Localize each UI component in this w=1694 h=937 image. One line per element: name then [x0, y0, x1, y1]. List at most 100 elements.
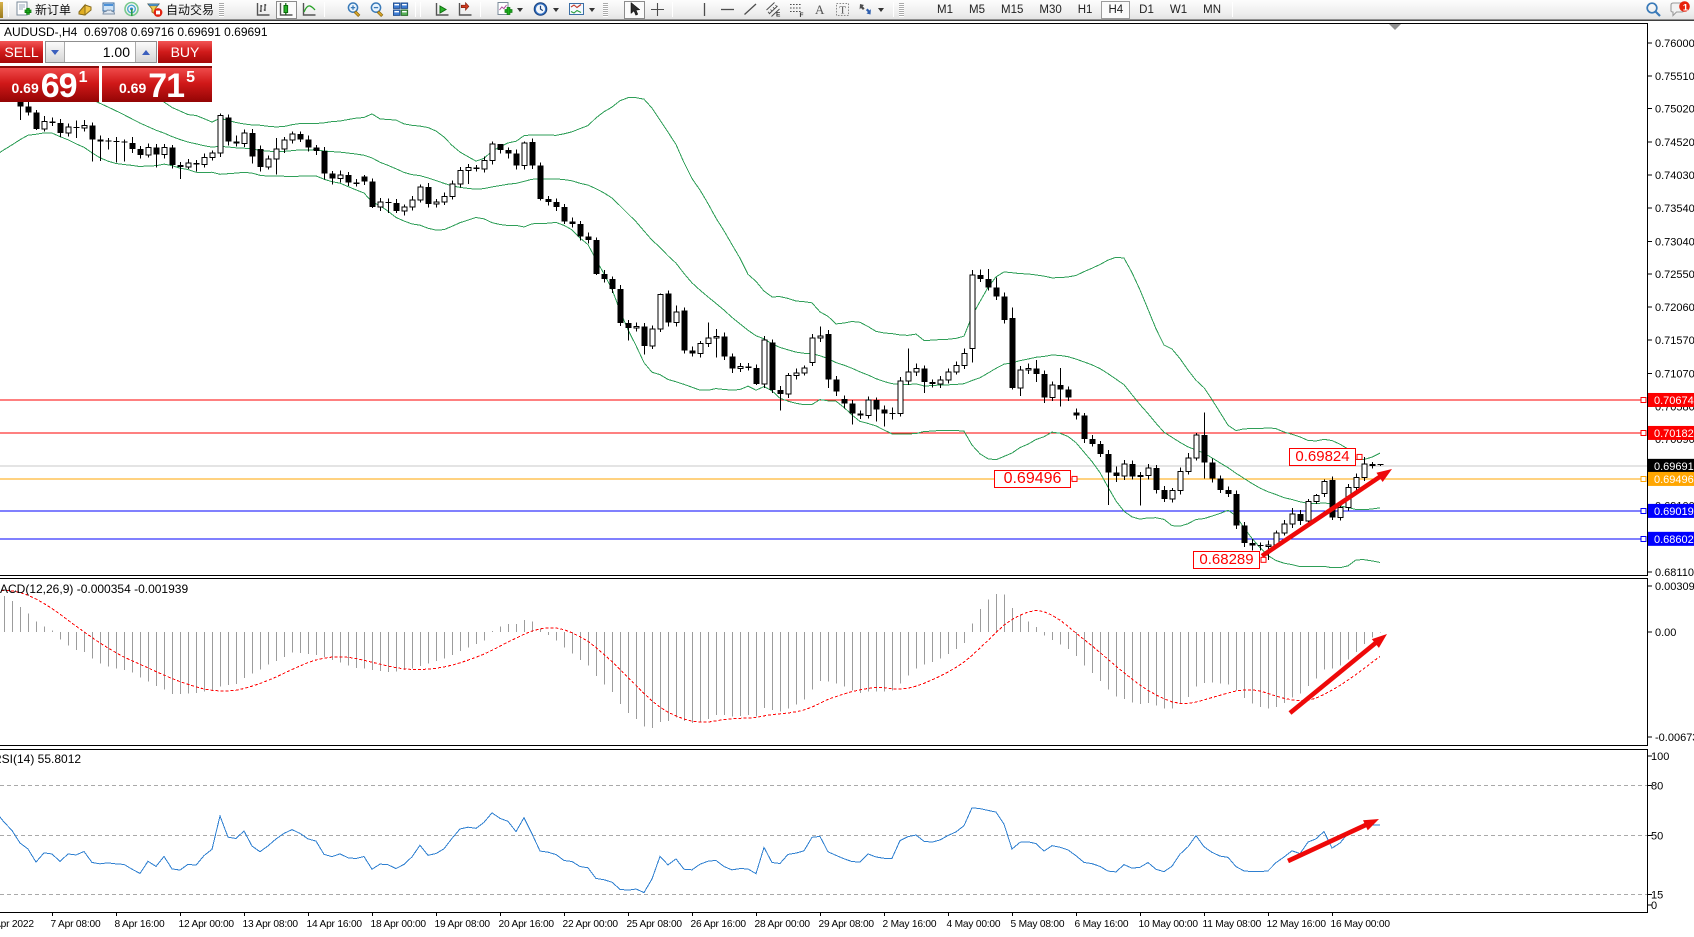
zoom-out-icon	[369, 1, 386, 18]
autotrading-button[interactable]: 自动交易	[144, 1, 216, 19]
bollinger-band-upper	[0, 42, 1381, 461]
equidistant-channel-button[interactable]: E	[763, 1, 784, 19]
timeframe-button-m30[interactable]: M30	[1039, 3, 1062, 16]
candle-chart-button[interactable]	[276, 0, 298, 19]
svg-text:20 Apr 16:00: 20 Apr 16:00	[499, 919, 555, 930]
volume-increase-button[interactable]	[135, 42, 156, 62]
horizontal-line-button[interactable]	[717, 1, 738, 19]
svg-text:0.75510: 0.75510	[1655, 71, 1694, 83]
timeframe-button-h4[interactable]: H4	[1101, 0, 1131, 19]
chevron-down-icon[interactable]	[517, 7, 524, 12]
profiles-button[interactable]	[75, 1, 96, 19]
navigator-icon	[123, 1, 140, 18]
bollinger-band-middle	[0, 90, 1381, 511]
trend-arrow	[1288, 634, 1387, 715]
timeframe-button-d1[interactable]: D1	[1139, 3, 1154, 16]
price-badge: 0.70674	[1648, 392, 1694, 407]
toolbar-drag-handle[interactable]	[603, 2, 609, 17]
auto-scroll-button[interactable]	[432, 1, 453, 19]
arrows-tool-button[interactable]	[855, 1, 889, 19]
vertical-line-icon	[696, 1, 713, 18]
toolbar-separator	[324, 2, 326, 17]
volume-input[interactable]: 1.00	[102, 44, 130, 60]
toolbar-separator	[893, 2, 895, 17]
price-label-0.68289[interactable]: 0.68289	[1193, 550, 1260, 569]
bar-chart-button[interactable]	[253, 1, 274, 19]
tile-windows-button[interactable]	[390, 1, 411, 19]
svg-text:0.68602: 0.68602	[1654, 534, 1694, 546]
toolbar-separator	[415, 2, 417, 17]
svg-text:A: A	[815, 2, 825, 17]
toolbar-drag-handle[interactable]	[219, 2, 225, 17]
fibonacci-button[interactable]: F	[786, 1, 807, 19]
timeframe-button-m15[interactable]: M15	[1001, 3, 1024, 16]
svg-text:0.73540: 0.73540	[1655, 203, 1694, 215]
timeframe-button-h1[interactable]: H1	[1077, 3, 1093, 16]
zoom-in-button[interactable]	[344, 1, 365, 19]
new-order-label: 新订单	[35, 3, 72, 17]
templates-button[interactable]	[566, 1, 600, 19]
buy-tab[interactable]: BUY	[158, 41, 212, 63]
text-icon: A	[811, 1, 828, 18]
periods-button[interactable]	[530, 1, 564, 19]
vertical-line-button[interactable]	[694, 1, 715, 19]
svg-text:0.72060: 0.72060	[1655, 302, 1694, 314]
toolbar-drag-handle[interactable]	[899, 2, 905, 17]
buy-price-button[interactable]: 0.69 71 5	[102, 66, 212, 105]
profiles-icon	[77, 1, 94, 18]
new-order-button[interactable]: 新订单	[13, 1, 73, 19]
svg-text:15: 15	[1651, 890, 1663, 902]
crosshair-button[interactable]	[647, 1, 668, 19]
price-label-0.69824[interactable]: 0.69824	[1289, 447, 1356, 466]
timeframe-button-m5[interactable]: M5	[969, 3, 985, 16]
crosshair-icon	[649, 1, 666, 18]
search-button[interactable]	[1642, 1, 1665, 19]
indicators-button[interactable]	[494, 1, 528, 19]
volume-decrease-button[interactable]	[46, 42, 65, 62]
chart-shift-button[interactable]	[455, 1, 476, 19]
sell-tab[interactable]: SELL	[0, 41, 43, 63]
chevron-down-icon[interactable]	[878, 7, 885, 12]
timeframe-button-mn[interactable]: MN	[1203, 3, 1221, 16]
timeframe-button-w1[interactable]: W1	[1169, 3, 1188, 16]
price-label-0.69496[interactable]: 0.69496	[994, 469, 1071, 488]
ask-big-digits: 71	[148, 67, 185, 105]
toolbar-separator	[1232, 2, 1233, 17]
market-watch-button[interactable]	[98, 1, 119, 19]
svg-text:0.72550: 0.72550	[1655, 269, 1694, 281]
text-label-button[interactable]: T	[832, 1, 853, 19]
text-button[interactable]: A	[809, 1, 830, 19]
cursor-button[interactable]	[624, 0, 646, 19]
svg-text:0.70182: 0.70182	[1654, 428, 1694, 440]
arrows-tool-icon	[857, 1, 874, 18]
line-chart-button[interactable]	[299, 1, 320, 19]
svg-text:1: 1	[1683, 2, 1689, 13]
svg-text:80: 80	[1651, 780, 1663, 792]
svg-text:25 Apr 08:00: 25 Apr 08:00	[627, 919, 683, 930]
bid-pip-digit: 1	[78, 69, 88, 86]
autotrading-icon	[146, 1, 163, 18]
timeframe-button-m1[interactable]: M1	[937, 3, 954, 16]
chevron-down-icon[interactable]	[553, 7, 560, 12]
bid-prefix: 0.69	[11, 80, 39, 96]
chart-canvas[interactable]: 0.76000 0.75510 0.75020 0.74520 0.74030 0.735…	[0, 21, 1694, 937]
trend-line-button[interactable]	[740, 1, 761, 19]
svg-text:11 May 08:00: 11 May 08:00	[1203, 919, 1262, 930]
zoom-out-button[interactable]	[367, 1, 388, 19]
svg-text:0.68110: 0.68110	[1655, 567, 1694, 579]
navigator-button[interactable]	[121, 1, 142, 19]
svg-text:2 May 16:00: 2 May 16:00	[883, 919, 937, 930]
svg-text:E: E	[776, 12, 781, 19]
price-badge: 0.69496	[1648, 471, 1694, 486]
toolbar-separator	[8, 2, 9, 17]
trend-line-icon	[742, 1, 759, 18]
chart-shift-marker	[1389, 24, 1401, 30]
chevron-down-icon[interactable]	[589, 7, 596, 12]
chat-button[interactable]: 1	[1667, 0, 1693, 19]
rsi-label: RSI(14) 55.8012	[0, 752, 82, 766]
price-badge: 0.68602	[1648, 531, 1694, 546]
sell-price-button[interactable]: 0.69 69 1	[0, 66, 99, 103]
svg-text:12 Apr 00:00: 12 Apr 00:00	[179, 919, 235, 930]
svg-text:26 Apr 16:00: 26 Apr 16:00	[691, 919, 747, 930]
